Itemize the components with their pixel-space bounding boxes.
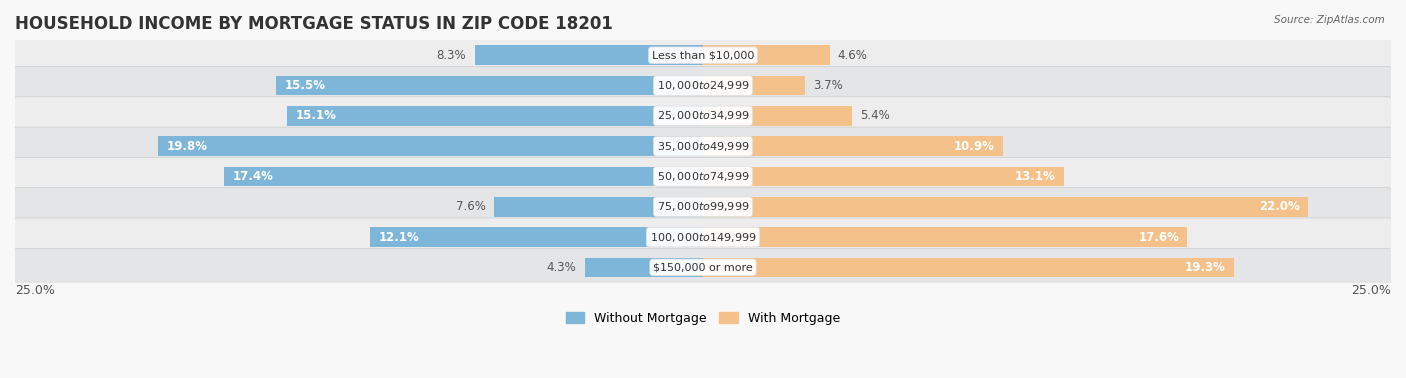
- Text: $75,000 to $99,999: $75,000 to $99,999: [657, 200, 749, 213]
- Bar: [287, 106, 703, 126]
- Text: Source: ZipAtlas.com: Source: ZipAtlas.com: [1274, 15, 1385, 25]
- Text: 22.0%: 22.0%: [1260, 200, 1301, 213]
- Text: 5.4%: 5.4%: [860, 109, 890, 122]
- FancyBboxPatch shape: [14, 188, 1392, 226]
- Text: $25,000 to $34,999: $25,000 to $34,999: [657, 109, 749, 122]
- Text: 7.6%: 7.6%: [456, 200, 485, 213]
- Bar: [703, 106, 852, 126]
- Text: 10.9%: 10.9%: [953, 140, 994, 153]
- Bar: [703, 227, 1187, 247]
- Bar: [277, 76, 703, 95]
- Bar: [703, 76, 804, 95]
- Text: 4.6%: 4.6%: [838, 49, 868, 62]
- FancyBboxPatch shape: [14, 97, 1392, 135]
- Bar: [475, 45, 703, 65]
- Text: $10,000 to $24,999: $10,000 to $24,999: [657, 79, 749, 92]
- Text: 19.8%: 19.8%: [166, 140, 207, 153]
- FancyBboxPatch shape: [14, 248, 1392, 287]
- Bar: [585, 257, 703, 277]
- Text: Less than $10,000: Less than $10,000: [652, 50, 754, 60]
- Bar: [703, 257, 1234, 277]
- Text: 4.3%: 4.3%: [547, 261, 576, 274]
- Text: 19.3%: 19.3%: [1185, 261, 1226, 274]
- Bar: [703, 45, 830, 65]
- FancyBboxPatch shape: [14, 218, 1392, 256]
- Bar: [703, 167, 1063, 186]
- Bar: [157, 136, 703, 156]
- Text: 17.4%: 17.4%: [232, 170, 273, 183]
- Text: 12.1%: 12.1%: [378, 231, 419, 243]
- FancyBboxPatch shape: [14, 67, 1392, 105]
- Text: HOUSEHOLD INCOME BY MORTGAGE STATUS IN ZIP CODE 18201: HOUSEHOLD INCOME BY MORTGAGE STATUS IN Z…: [15, 15, 613, 33]
- Bar: [370, 227, 703, 247]
- Text: 25.0%: 25.0%: [1351, 284, 1391, 297]
- Text: 15.1%: 15.1%: [295, 109, 336, 122]
- Text: $150,000 or more: $150,000 or more: [654, 262, 752, 273]
- Text: $35,000 to $49,999: $35,000 to $49,999: [657, 140, 749, 153]
- Text: $50,000 to $74,999: $50,000 to $74,999: [657, 170, 749, 183]
- Text: 25.0%: 25.0%: [15, 284, 55, 297]
- Bar: [703, 136, 1002, 156]
- FancyBboxPatch shape: [14, 157, 1392, 195]
- FancyBboxPatch shape: [14, 36, 1392, 74]
- Text: $100,000 to $149,999: $100,000 to $149,999: [650, 231, 756, 243]
- FancyBboxPatch shape: [14, 127, 1392, 165]
- Bar: [224, 167, 703, 186]
- Text: 13.1%: 13.1%: [1015, 170, 1056, 183]
- Bar: [494, 197, 703, 217]
- Bar: [703, 197, 1309, 217]
- Text: 8.3%: 8.3%: [437, 49, 467, 62]
- Legend: Without Mortgage, With Mortgage: Without Mortgage, With Mortgage: [561, 307, 845, 330]
- Text: 3.7%: 3.7%: [813, 79, 842, 92]
- Text: 15.5%: 15.5%: [284, 79, 326, 92]
- Text: 17.6%: 17.6%: [1139, 231, 1180, 243]
